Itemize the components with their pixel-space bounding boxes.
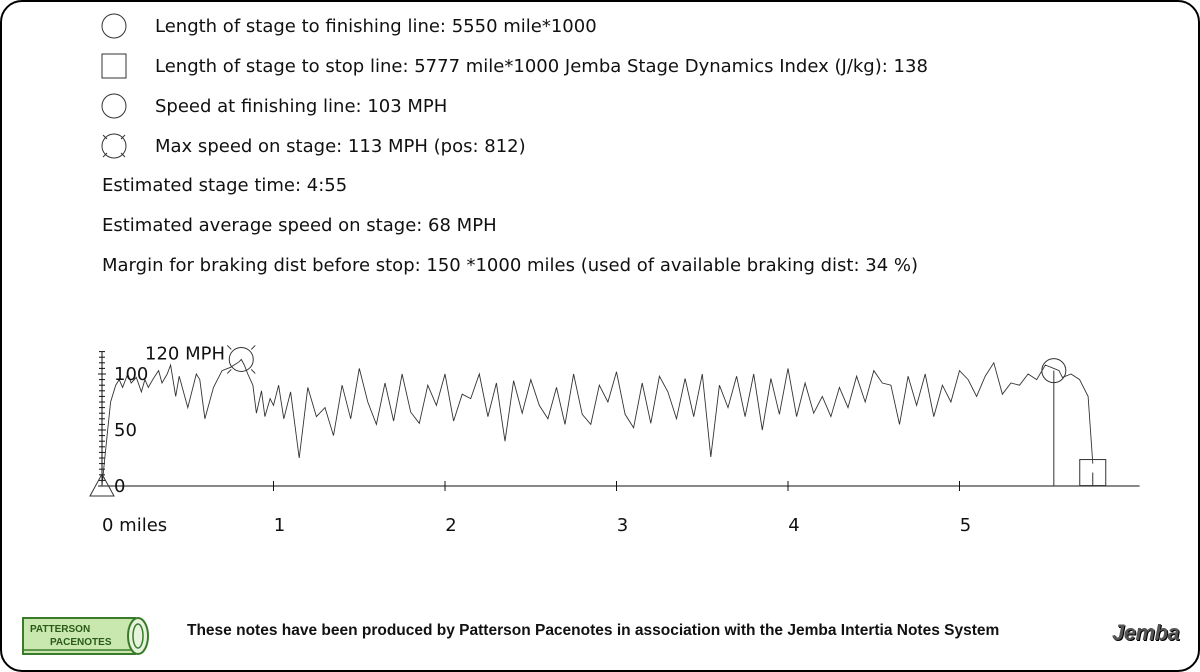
finish-circle-marker xyxy=(1041,358,1067,384)
x-tick-label-1: 1 xyxy=(274,515,285,536)
y-tick-label-0: 0 xyxy=(114,476,125,497)
logo-text-top: PATTERSON xyxy=(30,624,90,635)
footer-note: These notes have been produced by Patter… xyxy=(187,622,1000,639)
patterson-pacenotes-logo: PATTERSON PACENOTES xyxy=(22,617,149,655)
finish-speed-text: Speed at finishing line: 103 MPH xyxy=(155,95,448,117)
jemba-logo: Jemba xyxy=(1112,620,1180,645)
braking-margin-text: Margin for braking dist before stop: 150… xyxy=(102,255,919,276)
x-tick-label-0: 0 miles xyxy=(102,515,167,536)
max-speed-crossed-circle-icon xyxy=(101,133,127,159)
y-tick-label-1: 50 xyxy=(114,420,137,441)
max-speed-marker-tick-4 xyxy=(250,369,256,374)
x-tick-label-4: 4 xyxy=(788,515,799,536)
footer: PATTERSON PACENOTES These notes have bee… xyxy=(0,610,1200,660)
stop-square-icon xyxy=(101,53,127,79)
x-tick-label-5: 5 xyxy=(960,515,971,536)
finish-length-row: Length of stage to finishing line: 5550 … xyxy=(100,8,597,44)
stop-square-marker xyxy=(1079,459,1107,487)
y-max-label: 120 MPH xyxy=(145,344,225,365)
max-speed-marker-tick-1 xyxy=(226,345,232,350)
speed-series-line-0 xyxy=(101,358,1094,487)
x-tick-label-2: 2 xyxy=(445,515,456,536)
finish-circle-icon xyxy=(101,13,127,39)
start-triangle-marker xyxy=(89,472,115,497)
x-tick-label-3: 3 xyxy=(617,515,628,536)
stop-length-text: Length of stage to stop line: 5777 mile*… xyxy=(155,55,928,77)
stop-length-row: Length of stage to stop line: 5777 mile*… xyxy=(100,48,928,84)
avg-speed-text: Estimated average speed on stage: 68 MPH xyxy=(102,215,497,236)
max-speed-text: Max speed on stage: 113 MPH (pos: 812) xyxy=(155,135,526,157)
max-speed-row: Max speed on stage: 113 MPH (pos: 812) xyxy=(100,128,526,164)
stage-time-text: Estimated stage time: 4:55 xyxy=(102,175,348,196)
y-tick-label-2: 100 xyxy=(114,364,148,385)
logo-text-bottom: PACENOTES xyxy=(50,637,112,648)
finish-length-text: Length of stage to finishing line: 5550 … xyxy=(155,15,597,37)
finish-speed-row: Speed at finishing line: 103 MPH xyxy=(100,88,447,124)
max-speed-marker-tick-2 xyxy=(250,345,256,350)
max-speed-marker-tick-3 xyxy=(226,369,232,374)
max-speed-marker xyxy=(228,346,254,372)
finish-speed-circle-icon xyxy=(101,93,127,119)
